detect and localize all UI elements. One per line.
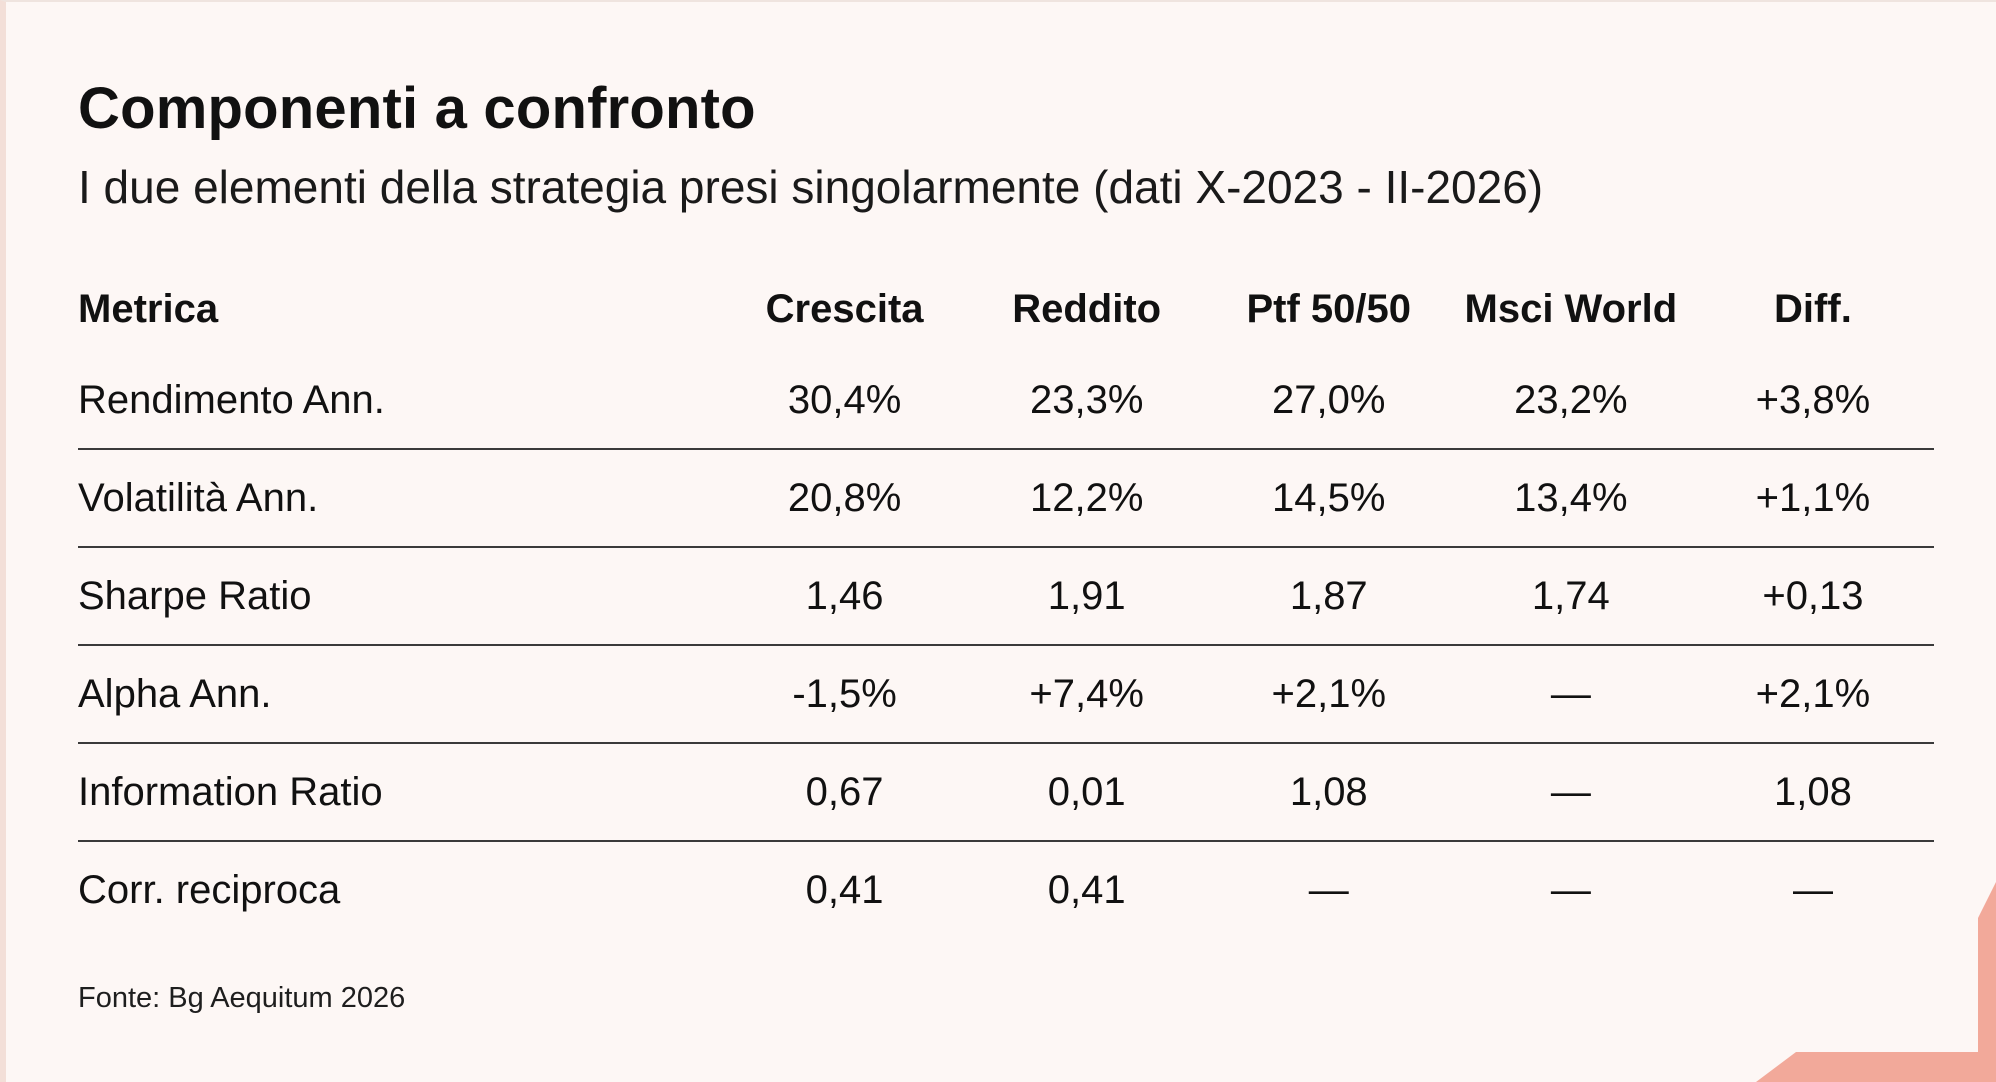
table-row: Information Ratio 0,67 0,01 1,08—1,08 [78, 742, 1934, 841]
table-row: Corr. reciproca 0,41 0,41— — — [78, 840, 1934, 938]
row-label: Information Ratio [78, 742, 724, 841]
table-row: Alpha Ann. -1,5% +7,4% +2,1% — +2,1% [78, 644, 1934, 743]
header-row: Metrica Crescita Reddito Ptf 50/50 Msci Worl… [78, 266, 1934, 352]
table-cell: 20,8% [723, 448, 966, 547]
column-header: Diff. [1774, 286, 1852, 331]
table-body: Rendimento Ann. 30,4% 23,3% 27,0% 23,2% +3,8%… [78, 352, 1934, 938]
table-cell: 30,4% [787, 377, 902, 422]
row-label: Sharpe Ratio [78, 546, 724, 645]
table-cell: 0,41 [723, 840, 966, 938]
column-header: Ptf 50/50 [1246, 286, 1412, 331]
table-cell: +3,8% [1755, 377, 1871, 422]
table-row: Rendimento Ann. 30,4% 23,3% 27,0% 23,2% +3,8% [78, 352, 1934, 449]
table-cell: 1,87 [1207, 546, 1450, 645]
table-row: Sharpe Ratio 1,46 1,91 1,87 1,74 +0,13 [78, 546, 1934, 645]
column-header: Msci World [1464, 286, 1678, 331]
row-label: Volatilità Ann. [78, 448, 724, 547]
row-label: Alpha Ann. [78, 644, 724, 743]
table-cell: 0,01 [965, 742, 1208, 841]
table-cell: 1,08 [1691, 742, 1934, 841]
table-cell: 12,2% [965, 448, 1208, 547]
table-cell: 1,08 [1207, 742, 1450, 841]
table-cell: 13,4% [1449, 448, 1692, 547]
column-header: Reddito [1012, 286, 1162, 331]
table-cell: +2,1% [1691, 644, 1934, 743]
table-cell: — [1449, 742, 1692, 841]
table-cell: — [1691, 840, 1934, 938]
table-header: Metrica Crescita Reddito Ptf 50/50 Msci Worl… [78, 266, 1934, 352]
table-cell: — [1449, 644, 1692, 743]
chart-title: Componenti a confronto [78, 76, 756, 141]
table-cell: 23,2% [1514, 377, 1628, 422]
comparison-table: Metrica Crescita Reddito Ptf 50/50 Msci Worl… [78, 266, 1934, 938]
table-cell: 0,41 [965, 840, 1208, 938]
table-cell: +7,4% [965, 644, 1208, 743]
source-note: Fonte: Bg Aequitum 2026 [78, 982, 406, 1014]
table-cell: 1,46 [723, 546, 966, 645]
corner-accent-shape [1756, 882, 1996, 1082]
table-cell: 27,0% [1272, 377, 1386, 422]
table-cell: -1,5% [723, 644, 966, 743]
table-row: Volatilità Ann. 20,8% 12,2% 14,5% 13,4% +1,1% [78, 448, 1934, 547]
table-cell: +2,1% [1207, 644, 1450, 743]
row-label: Rendimento Ann. [78, 377, 385, 422]
row-label: Corr. reciproca [78, 840, 724, 938]
table-cell: 23,3% [1029, 377, 1144, 422]
table-cell: +0,13 [1691, 546, 1934, 645]
column-header-metric: Metrica [78, 286, 219, 331]
chart-subtitle: I due elementi della strategia presi sin… [78, 161, 1544, 213]
column-header: Crescita [765, 286, 924, 331]
table-cell: 1,91 [965, 546, 1208, 645]
table-cell: — [1207, 840, 1450, 938]
table-cell: 0,67 [723, 742, 966, 841]
corner-decoration [1756, 882, 1996, 1082]
table-cell: 1,74 [1449, 546, 1692, 645]
table-cell: +1,1% [1691, 448, 1934, 547]
table-cell: 14,5% [1207, 448, 1450, 547]
table-cell: — [1449, 840, 1692, 938]
